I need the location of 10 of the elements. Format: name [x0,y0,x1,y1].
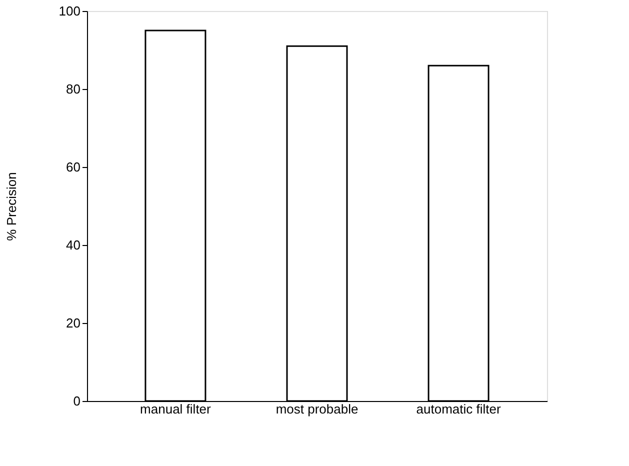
y-axis-title: % Precision [4,172,19,241]
y-tick-label: 0 [73,394,80,408]
y-tick-label: 60 [66,160,80,174]
x-tick-label: most probable [276,402,358,416]
x-tick-label: manual filter [140,402,212,416]
y-tick-label: 40 [66,238,80,252]
y-tick-label: 80 [66,82,80,96]
y-tick-label: 20 [66,316,80,330]
y-tick-label: 100 [58,4,80,18]
x-tick-label: automatic filter [416,402,502,416]
